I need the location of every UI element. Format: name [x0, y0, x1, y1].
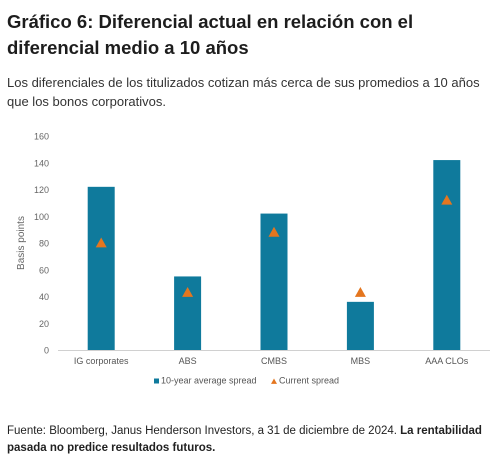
- legend: 10-year average spread Current spread: [154, 376, 339, 386]
- y-tick-label: 80: [39, 239, 49, 249]
- x-tick-label: MBS: [351, 356, 371, 366]
- marker-aaa-clos: [441, 194, 453, 205]
- marker-abs: [182, 286, 194, 297]
- y-tick-label: 100: [34, 212, 49, 222]
- marker-cmbs: [268, 226, 280, 237]
- legend-label-marker: Current spread: [279, 376, 339, 386]
- source-text: Fuente: Bloomberg, Janus Henderson Inves…: [7, 425, 401, 437]
- y-tick-label: 140: [34, 158, 49, 168]
- y-tick-label: 0: [44, 346, 49, 356]
- marker-series: [95, 194, 453, 297]
- spread-chart: 0 20 40 60 80 100 120 140 160 Basis points IG co…: [16, 132, 490, 386]
- bar-aaa-clos: [433, 160, 461, 350]
- marker-mbs: [354, 286, 366, 297]
- x-tick-label: IG corporates: [74, 356, 129, 366]
- x-tick-label: ABS: [179, 356, 197, 366]
- chart-subtitle: Los diferenciales de los titulizados cot…: [7, 75, 480, 109]
- bar-mbs: [346, 301, 374, 350]
- marker-ig-corporates: [95, 237, 107, 248]
- disclaimer-text: La rentabilidad pasada no predice result…: [7, 425, 482, 454]
- legend-label-bar: 10-year average spread: [161, 376, 257, 386]
- legend-swatch-bar: [154, 378, 159, 384]
- chart-title: Gráfico 6: Diferencial actual en relació…: [7, 11, 414, 58]
- y-tick-label: 120: [34, 185, 49, 195]
- y-axis-ticks: 0 20 40 60 80 100 120 140 160: [34, 132, 49, 356]
- bar-ig-corporates: [87, 186, 115, 350]
- x-axis-ticks: IG corporates ABS CMBS MBS AAA CLOs: [74, 356, 469, 366]
- x-tick-label: AAA CLOs: [425, 356, 469, 366]
- x-tick-label: CMBS: [261, 356, 287, 366]
- legend-swatch-marker: [271, 378, 277, 384]
- y-tick-label: 20: [39, 319, 49, 329]
- y-tick-label: 160: [34, 132, 49, 142]
- y-tick-label: 60: [39, 265, 49, 275]
- bar-series: [87, 160, 461, 350]
- source-note: Fuente: Bloomberg, Janus Henderson Inves…: [7, 423, 497, 457]
- y-tick-label: 40: [39, 292, 49, 302]
- y-axis-label: Basis points: [16, 216, 27, 270]
